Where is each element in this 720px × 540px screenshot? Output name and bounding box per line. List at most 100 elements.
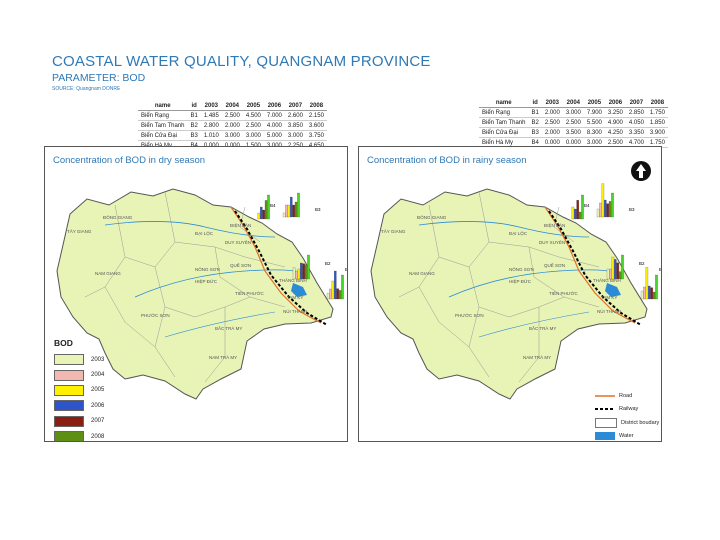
site-name-cell: Biển Cửa Đại	[138, 130, 188, 141]
site-label: B3	[315, 207, 321, 212]
place-label: PHƯỚC SƠN	[141, 312, 170, 318]
place-label: HIỆP ĐỨC	[195, 277, 218, 284]
map-legend: Road Railway District boudary Water	[595, 389, 659, 441]
value-cell: 4.250	[604, 127, 626, 138]
table-header-cell: id	[187, 101, 201, 111]
bod-bar	[618, 271, 622, 280]
bod-bar	[652, 291, 656, 300]
bod-bar	[262, 209, 265, 220]
table-row: Biển Cửa Đại B3 2.000 3.500 8.300 4.250 3.350 3…	[479, 127, 668, 138]
legend-swatch	[54, 400, 84, 412]
dry-bar-charts: B1 B2 B3 B4	[257, 192, 347, 300]
value-cell: 1.750	[646, 107, 668, 118]
value-cell: 7.000	[263, 110, 285, 121]
site-name-cell: Biển Rạng	[138, 110, 188, 121]
table-header-cell: 2003	[541, 98, 563, 108]
legend-item: 2004	[54, 367, 104, 382]
site-label: B1	[345, 267, 347, 272]
bod-bar	[578, 211, 582, 220]
site-label: B3	[629, 207, 635, 212]
place-label: NAM TRÀ MY	[523, 354, 551, 360]
site-id-cell: B2	[528, 117, 542, 128]
table-row: Biển Rạng B1 1.485 2.500 4.500 7.000 2.600 2.15…	[138, 110, 327, 121]
rainy-season-panel-title: Concentration of BOD in rainy season	[367, 155, 527, 166]
value-cell: 2.800	[200, 120, 222, 131]
place-label: NAM GIANG	[409, 271, 435, 276]
bod-bar	[609, 268, 612, 280]
table-header-cell: name	[138, 101, 188, 111]
value-cell: 2.850	[625, 107, 647, 118]
table-header-cell: 2003	[200, 101, 222, 111]
bod-bar	[606, 268, 610, 280]
province-shape	[56, 188, 334, 400]
dry-season-panel-title: Concentration of BOD in dry season	[53, 155, 206, 166]
value-cell: 5.000	[263, 130, 285, 141]
place-label: NÚI THÀNH	[283, 308, 307, 314]
value-cell: 3.750	[305, 130, 327, 141]
place-label: NÚI THÀNH	[597, 308, 621, 314]
place-label: ĐÔNG GIANG	[103, 214, 133, 220]
site-id-cell: B3	[187, 130, 201, 141]
value-cell: 4.050	[625, 117, 647, 128]
district-boundary	[204, 307, 226, 383]
source-note: SOURCE: Quangnam DONRE	[52, 86, 121, 92]
place-label: TÂY GIANG	[381, 228, 406, 234]
bod-bar	[264, 200, 268, 220]
value-cell: 2.500	[221, 110, 243, 121]
value-cell: 1.850	[646, 117, 668, 128]
place-label: THĂNG BÌNH	[593, 277, 621, 283]
district-boundary	[174, 241, 286, 268]
bod-bar	[648, 285, 651, 300]
value-cell: 3.500	[562, 127, 584, 138]
bod-bar	[290, 196, 293, 218]
legend-item: 2005	[54, 383, 104, 398]
railway-line	[234, 210, 328, 326]
table-header-cell: 2006	[263, 101, 285, 111]
place-label: NÔNG SƠN	[509, 266, 534, 272]
place-label: NAM GIANG	[95, 271, 121, 276]
table-header-cell: 2005	[242, 101, 264, 111]
legend-label: 2007	[91, 418, 105, 425]
value-cell: 2.500	[242, 120, 264, 131]
value-cell: 3.600	[305, 120, 327, 131]
std-bar	[655, 274, 658, 300]
bod-bar	[596, 208, 600, 218]
road-line	[544, 206, 636, 324]
legend-title: BOD	[54, 338, 73, 348]
table-header-cell: name	[479, 98, 529, 108]
legend-label: 2003	[91, 356, 105, 363]
site-name-cell: Biển Rạng	[479, 107, 529, 118]
value-cell: 5.500	[583, 117, 605, 128]
district-boundary	[488, 241, 600, 268]
river	[418, 221, 590, 238]
bod-bar	[334, 270, 337, 300]
place-label: BẮC TRÀ MY	[529, 324, 556, 331]
rainy-bar-charts: B1 B2 B3 B4	[571, 183, 661, 300]
place-label: BẮC TRÀ MY	[215, 324, 242, 331]
bod-bar	[643, 286, 646, 300]
legend-railway-label: Railway	[619, 406, 639, 413]
site-id-cell: B3	[528, 127, 542, 138]
std-bar	[341, 274, 344, 300]
place-label: DUY XUYÊN	[539, 238, 565, 245]
legend-item: 2003	[54, 352, 104, 367]
std-bar	[621, 254, 624, 280]
site-label: B1	[659, 267, 661, 272]
place-label: NAM TRÀ MY	[209, 354, 237, 360]
table-header-cell: 2006	[604, 98, 626, 108]
value-cell: 2.000	[541, 107, 563, 118]
bod-bar	[336, 288, 339, 300]
std-bar	[267, 194, 270, 220]
value-cell: 3.000	[221, 130, 243, 141]
site-label: B4	[584, 203, 590, 208]
rainy-season-map: ĐÔNG GIANG TÂY GIANG ĐẠI LỘC ĐIỆN BÀN DU…	[370, 183, 661, 400]
bod-bar	[292, 204, 295, 218]
place-label: QUẾ SƠN	[230, 262, 251, 268]
district-boundary	[438, 191, 490, 268]
value-cell: 3.900	[646, 127, 668, 138]
legend-road-label: Road	[619, 392, 633, 399]
page-subtitle: PARAMETER: BOD	[52, 72, 146, 84]
bod-bar	[571, 206, 575, 220]
bod-bar	[331, 280, 335, 300]
legend-district-boundary: District boudary	[595, 416, 659, 430]
